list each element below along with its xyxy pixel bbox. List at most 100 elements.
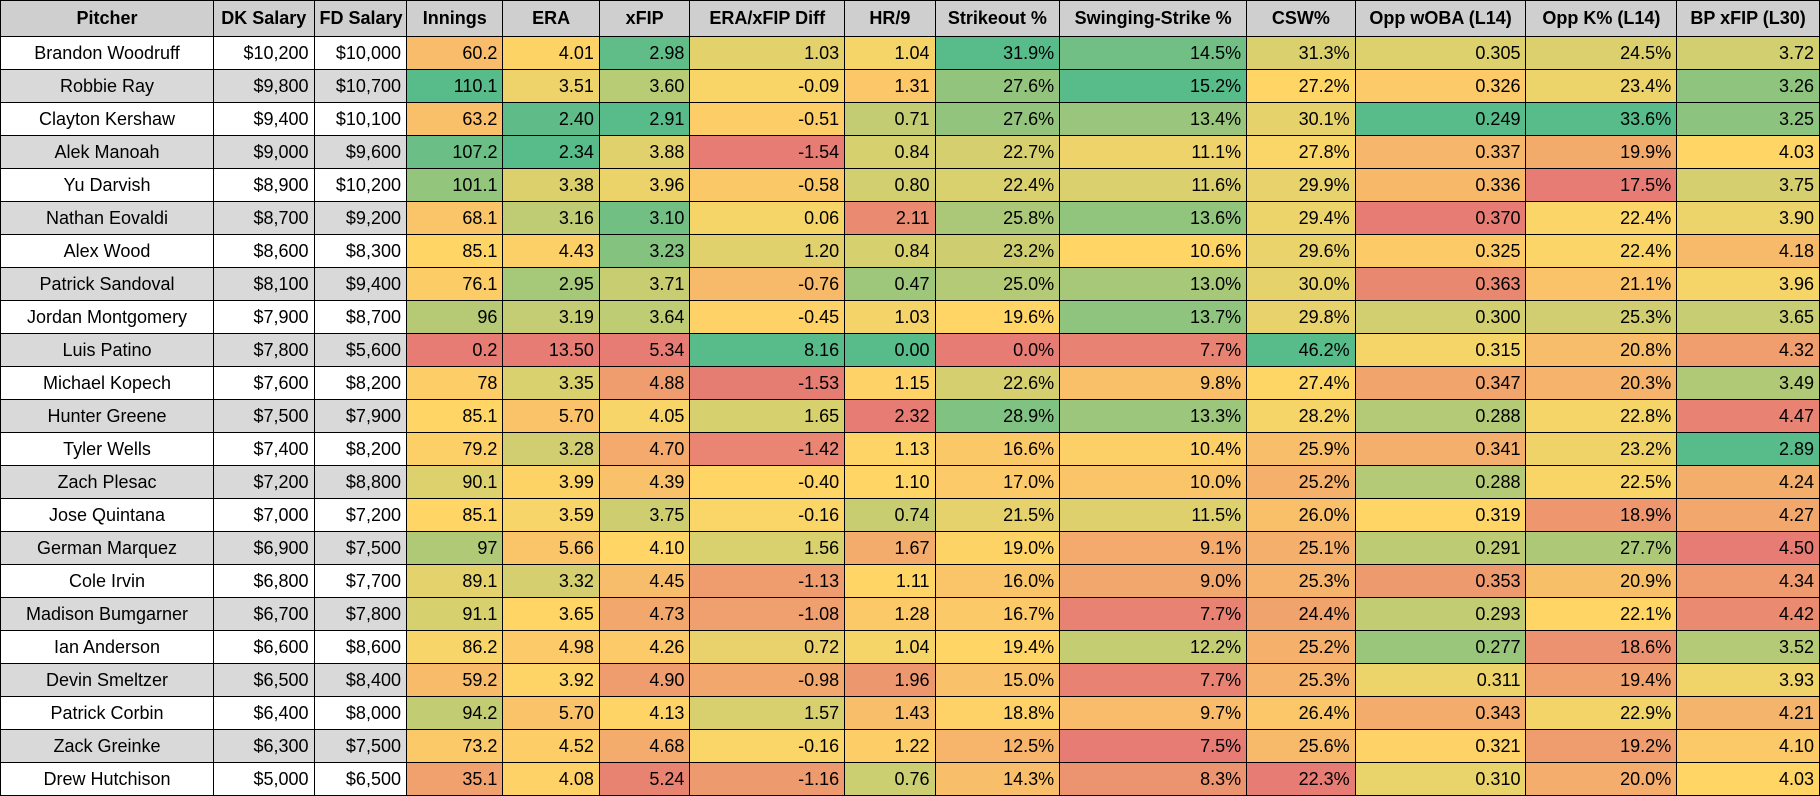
cell-hr9[interactable]: 0.84 <box>844 135 936 169</box>
cell-opp-woba-l14[interactable]: 0.326 <box>1354 69 1527 103</box>
cell-opp-woba-l14[interactable]: 0.343 <box>1354 696 1527 730</box>
cell-hr9[interactable]: 0.47 <box>844 267 936 301</box>
cell-innings[interactable]: 35.1 <box>405 762 504 796</box>
cell-innings[interactable]: 94.2 <box>405 696 504 730</box>
cell-strikeout-pct[interactable]: 19.4% <box>934 630 1061 664</box>
cell-xfip[interactable]: 4.88 <box>598 366 691 400</box>
cell-era[interactable]: 3.19 <box>502 300 600 334</box>
cell-era-xfip-diff[interactable]: -0.76 <box>689 267 846 301</box>
cell-strikeout-pct[interactable]: 22.4% <box>934 168 1061 202</box>
cell-bp-xfip-l30[interactable]: 4.10 <box>1676 729 1820 763</box>
cell-csw-pct[interactable]: 29.8% <box>1246 300 1356 334</box>
cell-era-xfip-diff[interactable]: -1.13 <box>689 564 846 598</box>
cell-csw-pct[interactable]: 29.9% <box>1246 168 1356 202</box>
cell-opp-woba-l14[interactable]: 0.370 <box>1354 201 1527 235</box>
cell-pitcher[interactable]: Ian Anderson <box>0 630 215 664</box>
cell-csw-pct[interactable]: 46.2% <box>1246 333 1356 367</box>
cell-fd-salary[interactable]: $8,000 <box>313 696 407 730</box>
cell-strikeout-pct[interactable]: 18.8% <box>934 696 1061 730</box>
cell-strikeout-pct[interactable]: 31.9% <box>934 36 1061 70</box>
cell-bp-xfip-l30[interactable]: 4.24 <box>1676 465 1820 499</box>
cell-fd-salary[interactable]: $9,400 <box>313 267 407 301</box>
cell-opp-k-pct-l14[interactable]: 19.4% <box>1525 663 1678 697</box>
cell-xfip[interactable]: 4.68 <box>598 729 691 763</box>
cell-innings[interactable]: 85.1 <box>405 498 504 532</box>
cell-swinging-strike-pct[interactable]: 13.6% <box>1059 201 1248 235</box>
cell-era[interactable]: 5.70 <box>502 399 600 433</box>
cell-pitcher[interactable]: Yu Darvish <box>0 168 215 202</box>
cell-strikeout-pct[interactable]: 19.0% <box>934 531 1061 565</box>
column-header-opp-woba-l14[interactable]: Opp wOBA (L14) <box>1354 0 1527 37</box>
cell-opp-woba-l14[interactable]: 0.336 <box>1354 168 1527 202</box>
column-header-bp-xfip-l30[interactable]: BP xFIP (L30) <box>1676 0 1820 37</box>
cell-strikeout-pct[interactable]: 23.2% <box>934 234 1061 268</box>
cell-hr9[interactable]: 0.71 <box>844 102 936 136</box>
cell-swinging-strike-pct[interactable]: 14.5% <box>1059 36 1248 70</box>
cell-pitcher[interactable]: Alek Manoah <box>0 135 215 169</box>
cell-strikeout-pct[interactable]: 12.5% <box>934 729 1061 763</box>
cell-strikeout-pct[interactable]: 16.6% <box>934 432 1061 466</box>
cell-era-xfip-diff[interactable]: -0.58 <box>689 168 846 202</box>
cell-era[interactable]: 3.38 <box>502 168 600 202</box>
cell-xfip[interactable]: 3.64 <box>598 300 691 334</box>
cell-era-xfip-diff[interactable]: -0.16 <box>689 729 846 763</box>
cell-hr9[interactable]: 1.04 <box>844 630 936 664</box>
cell-xfip[interactable]: 4.70 <box>598 432 691 466</box>
cell-hr9[interactable]: 1.22 <box>844 729 936 763</box>
cell-era-xfip-diff[interactable]: -1.42 <box>689 432 846 466</box>
cell-bp-xfip-l30[interactable]: 4.32 <box>1676 333 1820 367</box>
cell-opp-k-pct-l14[interactable]: 22.1% <box>1525 597 1678 631</box>
cell-opp-k-pct-l14[interactable]: 18.9% <box>1525 498 1678 532</box>
cell-opp-woba-l14[interactable]: 0.293 <box>1354 597 1527 631</box>
cell-swinging-strike-pct[interactable]: 15.2% <box>1059 69 1248 103</box>
cell-era[interactable]: 3.16 <box>502 201 600 235</box>
cell-innings[interactable]: 76.1 <box>405 267 504 301</box>
cell-era-xfip-diff[interactable]: 0.72 <box>689 630 846 664</box>
cell-dk-salary[interactable]: $7,600 <box>213 366 315 400</box>
cell-opp-k-pct-l14[interactable]: 24.5% <box>1525 36 1678 70</box>
cell-era[interactable]: 3.51 <box>502 69 600 103</box>
cell-dk-salary[interactable]: $9,800 <box>213 69 315 103</box>
cell-xfip[interactable]: 3.23 <box>598 234 691 268</box>
cell-pitcher[interactable]: Madison Bumgarner <box>0 597 215 631</box>
cell-hr9[interactable]: 1.03 <box>844 300 936 334</box>
cell-era-xfip-diff[interactable]: 0.06 <box>689 201 846 235</box>
cell-csw-pct[interactable]: 28.2% <box>1246 399 1356 433</box>
cell-csw-pct[interactable]: 24.4% <box>1246 597 1356 631</box>
cell-hr9[interactable]: 1.96 <box>844 663 936 697</box>
cell-fd-salary[interactable]: $6,500 <box>313 762 407 796</box>
cell-fd-salary[interactable]: $7,500 <box>313 729 407 763</box>
cell-dk-salary[interactable]: $10,200 <box>213 36 315 70</box>
cell-hr9[interactable]: 1.15 <box>844 366 936 400</box>
cell-csw-pct[interactable]: 30.1% <box>1246 102 1356 136</box>
cell-dk-salary[interactable]: $7,200 <box>213 465 315 499</box>
cell-opp-woba-l14[interactable]: 0.315 <box>1354 333 1527 367</box>
cell-dk-salary[interactable]: $8,900 <box>213 168 315 202</box>
cell-dk-salary[interactable]: $7,900 <box>213 300 315 334</box>
cell-bp-xfip-l30[interactable]: 4.03 <box>1676 762 1820 796</box>
cell-innings[interactable]: 78 <box>405 366 504 400</box>
cell-innings[interactable]: 89.1 <box>405 564 504 598</box>
cell-opp-woba-l14[interactable]: 0.311 <box>1354 663 1527 697</box>
column-header-pitcher[interactable]: Pitcher <box>0 0 215 37</box>
cell-xfip[interactable]: 3.96 <box>598 168 691 202</box>
cell-opp-woba-l14[interactable]: 0.310 <box>1354 762 1527 796</box>
cell-fd-salary[interactable]: $7,700 <box>313 564 407 598</box>
cell-csw-pct[interactable]: 27.2% <box>1246 69 1356 103</box>
cell-swinging-strike-pct[interactable]: 13.0% <box>1059 267 1248 301</box>
column-header-strikeout-pct[interactable]: Strikeout % <box>934 0 1061 37</box>
cell-pitcher[interactable]: Zach Plesac <box>0 465 215 499</box>
cell-xfip[interactable]: 3.71 <box>598 267 691 301</box>
cell-opp-k-pct-l14[interactable]: 23.4% <box>1525 69 1678 103</box>
cell-pitcher[interactable]: Drew Hutchison <box>0 762 215 796</box>
cell-innings[interactable]: 63.2 <box>405 102 504 136</box>
cell-bp-xfip-l30[interactable]: 4.50 <box>1676 531 1820 565</box>
cell-bp-xfip-l30[interactable]: 3.25 <box>1676 102 1820 136</box>
cell-dk-salary[interactable]: $7,800 <box>213 333 315 367</box>
cell-era[interactable]: 4.98 <box>502 630 600 664</box>
column-header-swinging-strike-pct[interactable]: Swinging-Strike % <box>1059 0 1248 37</box>
cell-era-xfip-diff[interactable]: 1.57 <box>689 696 846 730</box>
cell-opp-k-pct-l14[interactable]: 23.2% <box>1525 432 1678 466</box>
cell-pitcher[interactable]: Cole Irvin <box>0 564 215 598</box>
cell-opp-k-pct-l14[interactable]: 20.3% <box>1525 366 1678 400</box>
